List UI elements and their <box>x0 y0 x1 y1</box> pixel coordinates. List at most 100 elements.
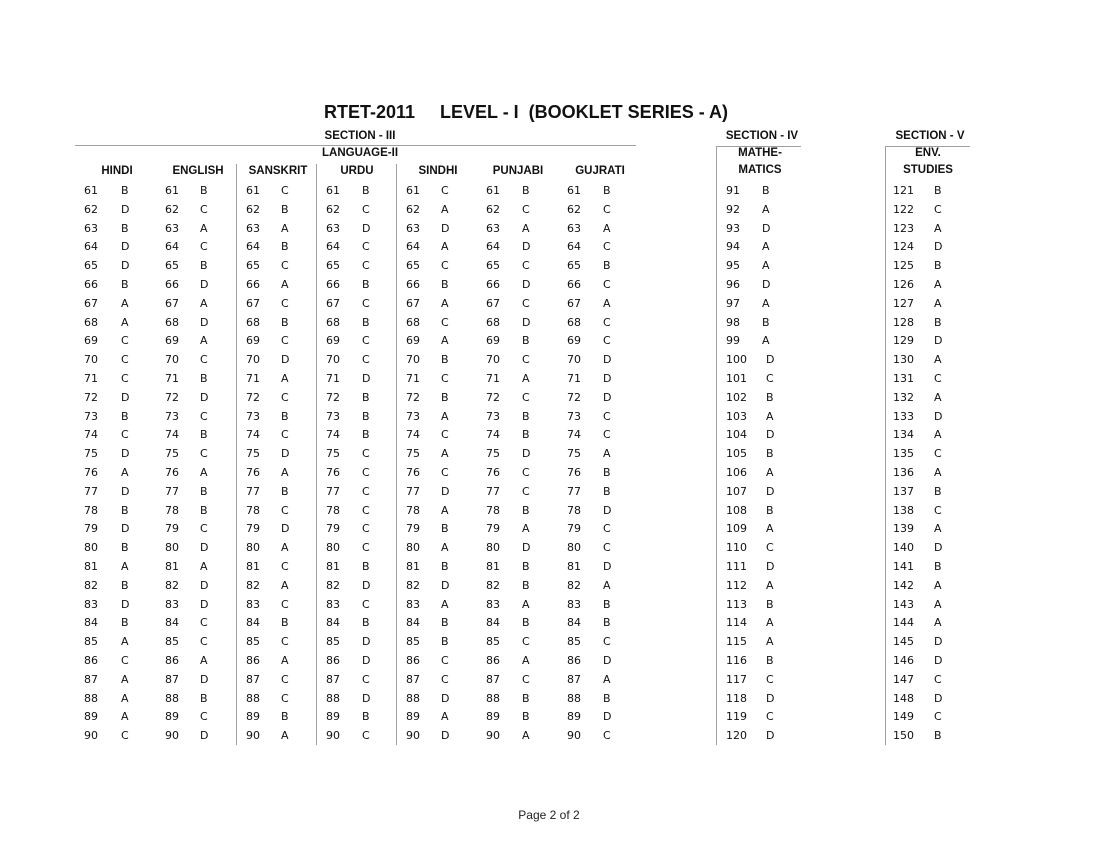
answer-option: A <box>522 729 530 743</box>
answer-option: C <box>441 654 449 667</box>
question-number: 87 <box>84 672 98 686</box>
question-number: 70 <box>486 353 500 367</box>
answer-option: C <box>603 315 611 329</box>
answer-option: A <box>766 409 774 423</box>
answer-option: D <box>934 654 943 667</box>
question-number: 86 <box>246 654 260 667</box>
answer-option: A <box>121 691 129 705</box>
question-number: 135 <box>893 447 914 461</box>
answer-option: A <box>121 672 129 686</box>
answer-option: B <box>362 390 370 404</box>
question-number: 79 <box>406 522 420 536</box>
answer-option: D <box>603 372 612 385</box>
question-number: 83 <box>406 597 420 611</box>
answer-option: D <box>603 654 612 667</box>
answer-option: C <box>766 372 774 385</box>
answer-option: D <box>766 353 775 367</box>
question-number: 79 <box>246 522 260 536</box>
question-number: 87 <box>165 672 179 686</box>
answer-option: D <box>121 259 130 273</box>
question-number: 109 <box>726 522 747 536</box>
answer-option: B <box>522 710 530 724</box>
question-number: 86 <box>406 654 420 667</box>
column-header-urdu: URDU <box>340 165 374 177</box>
answer-option: A <box>441 541 449 555</box>
answer-option: D <box>441 484 450 498</box>
answer-option: D <box>441 729 450 743</box>
question-number: 125 <box>893 259 914 273</box>
answer-option: A <box>441 710 449 724</box>
question-number: 77 <box>165 484 179 498</box>
question-number: 83 <box>567 597 581 611</box>
answer-option: D <box>121 597 130 611</box>
question-number: 78 <box>246 503 260 517</box>
question-number: 86 <box>84 654 98 667</box>
answer-option: B <box>121 221 129 235</box>
answer-option: C <box>362 672 370 686</box>
question-number: 77 <box>326 484 340 498</box>
question-number: 102 <box>726 390 747 404</box>
question-number: 143 <box>893 597 914 611</box>
answer-option: B <box>522 428 530 442</box>
question-number: 90 <box>406 729 420 743</box>
answer-option: C <box>603 541 611 555</box>
question-number: 63 <box>567 221 581 235</box>
answer-option: B <box>934 184 942 197</box>
question-number: 67 <box>246 296 260 310</box>
question-number: 78 <box>326 503 340 517</box>
question-number: 89 <box>567 710 581 724</box>
answer-option: A <box>200 560 208 573</box>
answer-option: C <box>281 390 289 404</box>
answer-option: B <box>441 353 449 367</box>
question-number: 89 <box>84 710 98 724</box>
question-number: 80 <box>165 541 179 555</box>
question-number: 85 <box>326 635 340 649</box>
answer-option: A <box>121 296 129 310</box>
answer-option: A <box>281 654 289 667</box>
question-number: 82 <box>567 578 581 592</box>
question-number: 61 <box>326 184 340 197</box>
question-number: 100 <box>726 353 747 367</box>
answer-option: A <box>766 522 774 536</box>
question-number: 71 <box>326 372 340 385</box>
answer-option: C <box>362 484 370 498</box>
question-number: 124 <box>893 240 914 254</box>
question-number: 71 <box>486 372 500 385</box>
section-v-sublabel-1: ENV. <box>915 147 941 159</box>
answer-option: B <box>441 522 449 536</box>
question-number: 88 <box>165 691 179 705</box>
answer-option: B <box>522 691 530 705</box>
answer-option: A <box>121 635 129 649</box>
question-number: 62 <box>567 202 581 216</box>
column-divider <box>236 164 237 745</box>
answer-option: D <box>603 710 612 724</box>
question-number: 113 <box>726 597 747 611</box>
question-number: 75 <box>246 447 260 461</box>
answer-option: A <box>281 578 289 592</box>
question-number: 94 <box>726 240 740 254</box>
question-number: 63 <box>326 221 340 235</box>
question-number: 87 <box>486 672 500 686</box>
question-number: 84 <box>84 616 98 630</box>
question-number: 75 <box>567 447 581 461</box>
question-number: 147 <box>893 672 914 686</box>
question-number: 80 <box>486 541 500 555</box>
answer-option: C <box>200 240 208 254</box>
question-number: 70 <box>246 353 260 367</box>
answer-option: D <box>362 654 371 667</box>
answer-option: C <box>200 616 208 630</box>
question-number: 79 <box>567 522 581 536</box>
answer-option: C <box>522 672 530 686</box>
question-number: 69 <box>84 334 98 348</box>
question-number: 67 <box>486 296 500 310</box>
answer-option: C <box>121 428 129 442</box>
answer-option: C <box>934 710 942 724</box>
question-number: 75 <box>84 447 98 461</box>
question-number: 65 <box>406 259 420 273</box>
answer-option: D <box>603 353 612 367</box>
answer-option: B <box>766 503 774 517</box>
question-number: 73 <box>567 409 581 423</box>
answer-option: C <box>522 390 530 404</box>
answer-option: C <box>603 202 611 216</box>
answer-option: B <box>362 560 370 573</box>
